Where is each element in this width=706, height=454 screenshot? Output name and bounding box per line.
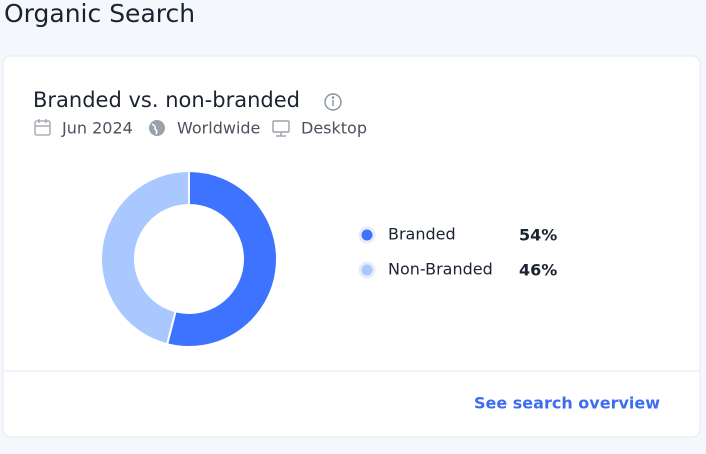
legend-label: Non-Branded [388, 260, 493, 279]
legend-value: 46% [519, 261, 557, 280]
overview-link[interactable]: See search overview [474, 394, 660, 413]
device-filter[interactable]: Desktop [301, 119, 367, 138]
donut-segment[interactable] [100, 169, 190, 346]
page-title: Organic Search [4, 0, 195, 28]
legend-value: 54% [519, 226, 557, 245]
legend-dot [358, 226, 376, 244]
legend-label: Branded [388, 225, 456, 244]
donut-chart [100, 169, 278, 348]
info-icon[interactable] [324, 93, 342, 111]
globe-icon [149, 120, 165, 136]
date-filter[interactable]: Jun 2024 [61, 119, 133, 138]
card-title: Branded vs. non-branded [33, 88, 300, 112]
donut-segment[interactable] [165, 169, 278, 348]
calendar-icon [34, 119, 51, 136]
legend: Branded 54% Non-Branded 46% [358, 225, 557, 280]
legend-dot [358, 261, 376, 279]
monitor-icon [272, 120, 290, 137]
region-filter[interactable]: Worldwide [177, 119, 260, 138]
